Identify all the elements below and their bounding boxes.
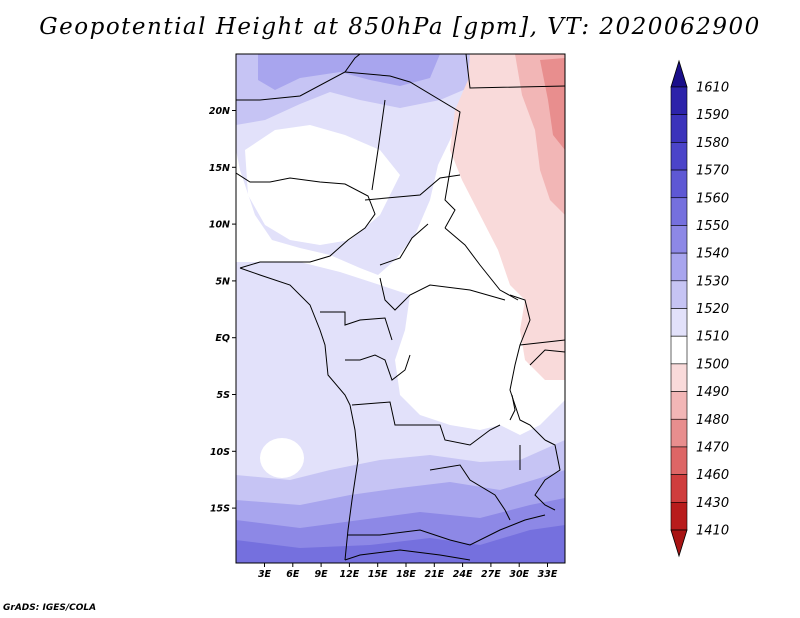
colorbar-segment: [670, 363, 688, 392]
colorbar-label: 1430: [696, 496, 729, 511]
colorbar-label: 1540: [696, 247, 729, 262]
lon-tick-label: 27E: [481, 569, 501, 580]
lon-tick-label: 3E: [258, 569, 272, 580]
colorbar-label: 1560: [696, 191, 729, 206]
colorbar-segment: [670, 225, 688, 254]
colorbar-segment: [670, 197, 688, 226]
height-band-1510-congo: [405, 290, 520, 425]
lon-tick-label: 21E: [424, 569, 444, 580]
colorbar-segment: [670, 252, 688, 282]
colorbar-label: 1460: [696, 468, 729, 483]
lat-tick-label: 15S: [210, 504, 230, 515]
colorbar-bottom-arrow: [670, 529, 688, 558]
colorbar-label: 1570: [696, 164, 729, 179]
lat-tick-label: 10S: [210, 447, 230, 458]
lon-tick-label: 6E: [286, 569, 300, 580]
colorbar: 1610 1590 1580 1570 1560 1550 1540 1530 1520 1510…: [670, 59, 729, 558]
lon-tick-label: 15E: [368, 569, 388, 580]
lat-tick-label: 15N: [209, 163, 230, 174]
lon-tick-label: 18E: [396, 569, 416, 580]
lon-tick-label: 24E: [453, 569, 473, 580]
colorbar-segment: [670, 114, 688, 143]
colorbar-label: 1590: [696, 108, 729, 123]
colorbar-label: 1610: [696, 81, 729, 96]
country-boundaries: [236, 54, 565, 561]
colorbar-label: 1530: [696, 274, 729, 289]
colorbar-segment: [670, 308, 688, 337]
colorbar-label: 1500: [696, 357, 729, 372]
grads-credit: GrADS: IGES/COLA: [3, 603, 97, 613]
colorbar-segment: [670, 446, 688, 475]
colorbar-label: 1520: [696, 302, 729, 317]
height-band-1560-south: [236, 525, 565, 563]
colorbar-segment: [670, 86, 688, 115]
colorbar-top-arrow: [670, 59, 688, 88]
colorbar-segment: [670, 474, 688, 503]
colorbar-segment: [670, 142, 688, 171]
lon-tick-label: 30E: [509, 569, 529, 580]
colorbar-label: 1490: [696, 385, 729, 400]
lon-tick-label: 9E: [315, 569, 329, 580]
lon-tick-label: 33E: [538, 569, 558, 580]
colorbar-label: 1480: [696, 413, 729, 428]
lat-tick-label: 10N: [209, 220, 230, 231]
map-field: [236, 54, 565, 563]
height-band-1480: [540, 58, 565, 150]
lat-tick-label: 5S: [217, 390, 231, 401]
colorbar-label: 1550: [696, 219, 729, 234]
colorbar-label: 1510: [696, 330, 729, 345]
lat-tick-label: 20N: [209, 106, 230, 117]
colorbar-label: 1470: [696, 440, 729, 455]
colorbar-segment: [670, 280, 688, 309]
colorbar-label: 1410: [696, 524, 729, 539]
height-band-1510-patch: [245, 125, 400, 245]
lat-tick-label: EQ: [215, 333, 230, 344]
colorbar-label: 1580: [696, 136, 729, 151]
map-frame: [235, 53, 566, 564]
colorbar-segment: [670, 335, 688, 365]
latitude-ticks: 20N 15N 10N 5N EQ 5S 10S 15S: [209, 106, 236, 515]
chart-title: Geopotential Height at 850hPa [gpm], VT:…: [39, 14, 761, 40]
colorbar-segment: [670, 391, 688, 420]
longitude-ticks: 3E 6E 9E 12E 15E 18E 21E 24E 27E 30E 33E: [258, 563, 558, 580]
map-figure: 3E 6E 9E 12E 15E 18E 21E 24E 27E 30E 33E 20N 15N 10N…: [209, 53, 729, 580]
lon-tick-label: 12E: [340, 569, 360, 580]
colorbar-segment: [670, 502, 688, 531]
colorbar-segment: [670, 418, 688, 448]
lat-tick-label: 5N: [215, 276, 230, 287]
height-band-1510-spot: [260, 438, 304, 478]
colorbar-segment: [670, 169, 688, 199]
